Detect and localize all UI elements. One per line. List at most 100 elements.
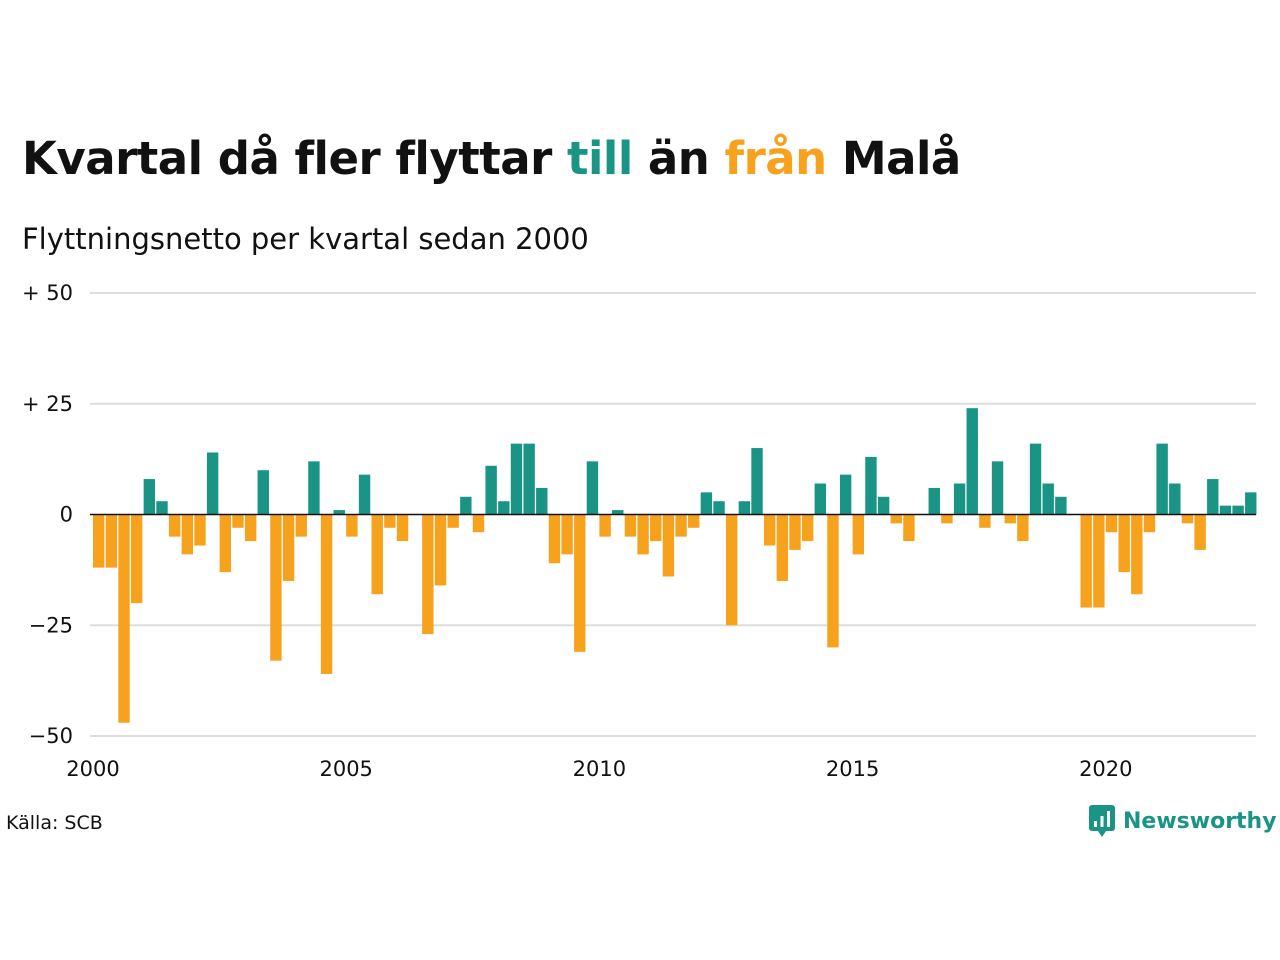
bar-negative [662,514,675,577]
bar-positive [865,456,877,515]
bar-negative [270,514,282,661]
bar-positive [257,470,269,515]
bar-negative [561,514,573,555]
bar-negative [890,514,902,524]
bar-positive [498,501,510,515]
brand-name: Newsworthy [1123,808,1277,834]
y-axis: + 50 + 25 0 −25 −50 [22,281,73,748]
bar-positive [966,408,978,515]
newsworthy-chart-icon [1089,805,1115,837]
bar-positive [814,483,827,515]
bar-positive [485,465,497,515]
bar-negative [776,514,789,581]
bar-negative [827,514,839,648]
bar-positive [1156,443,1168,515]
bar-negative [574,514,586,652]
bar-positive [991,461,1004,515]
bar-negative [1093,514,1105,608]
bar-positive [358,474,371,515]
bar-positive [1042,483,1054,515]
y-tick-label: 0 [60,503,73,527]
bar-positive [536,487,548,515]
bar-positive [839,474,852,515]
chart-subtitle: Flyttningsnetto per kvartal sedan 2000 [22,222,589,256]
bar-positive [156,501,168,515]
bar-negative [168,514,181,537]
bar-negative [1004,514,1016,524]
bar-negative [295,514,307,537]
bar-positive [1219,505,1232,515]
bar-positive [1232,505,1244,515]
bar-positive [751,448,763,515]
chart-title: Kvartal då fler flyttar till än från Mal… [22,132,961,185]
bar-negative [346,514,358,537]
bar-negative [763,514,776,546]
bar-negative [232,514,244,528]
bar-positive [523,443,535,515]
bar-negative [118,514,130,723]
bar-negative [801,514,814,542]
bar-positive [1029,443,1042,515]
x-tick-label: 2000 [66,757,119,781]
bar-positive [1207,479,1219,515]
bar-negative [130,514,143,604]
bar-positive [143,479,156,515]
source-note: Källa: SCB [6,812,103,834]
bar-negative [688,514,700,528]
bar-positive [953,483,966,515]
bars [93,408,1257,723]
bar-negative [320,514,333,674]
bar-negative [105,514,118,568]
bar-negative [726,514,738,626]
x-axis: 2000 2005 2010 2015 2020 [66,757,1132,781]
bar-positive [738,501,751,515]
bar-negative [282,514,295,581]
y-tick-label: −25 [29,613,73,637]
title-fran: från [724,132,828,185]
bar-negative [852,514,864,555]
bar-negative [422,514,434,635]
bar-positive [700,492,713,515]
bar-negative [1017,514,1029,542]
bar-negative [434,514,447,586]
y-tick-label: −50 [29,724,73,748]
bar-negative [941,514,953,524]
bar-positive [1055,496,1067,515]
bar-positive [308,461,320,515]
bar-chart: + 50 + 25 0 −25 −50 2000 2005 2010 2015 2020 [22,281,1257,781]
bar-negative [1194,514,1206,550]
bar-negative [219,514,231,573]
bar-negative [472,514,485,533]
bar-positive [460,496,472,515]
bar-negative [244,514,257,542]
y-tick-label: + 50 [22,281,73,305]
x-tick-label: 2020 [1079,757,1132,781]
y-tick-label: + 25 [22,392,73,416]
bar-negative [1131,514,1143,595]
bar-negative [1080,514,1092,608]
gridlines [90,292,1256,737]
bar-negative [194,514,206,546]
bar-positive [206,452,219,515]
bar-negative [548,514,561,564]
bar-negative [396,514,409,542]
x-tick-label: 2005 [319,757,372,781]
bar-positive [510,443,523,515]
bar-negative [371,514,383,595]
bar-negative [1118,514,1130,573]
bar-negative [599,514,611,537]
title-part-2: än [632,132,725,185]
bar-negative [447,514,459,528]
bar-positive [612,510,624,515]
bar-negative [1181,514,1194,524]
x-tick-label: 2015 [826,757,879,781]
bar-negative [93,514,105,568]
newsworthy-logo: Newsworthy [1088,804,1277,838]
bar-negative [789,514,801,550]
bar-negative [624,514,637,537]
title-part-1: Kvartal då fler flyttar [22,132,567,185]
bar-negative [1143,514,1156,533]
x-tick-label: 2010 [573,757,626,781]
bar-negative [384,514,396,528]
bar-negative [650,514,662,542]
